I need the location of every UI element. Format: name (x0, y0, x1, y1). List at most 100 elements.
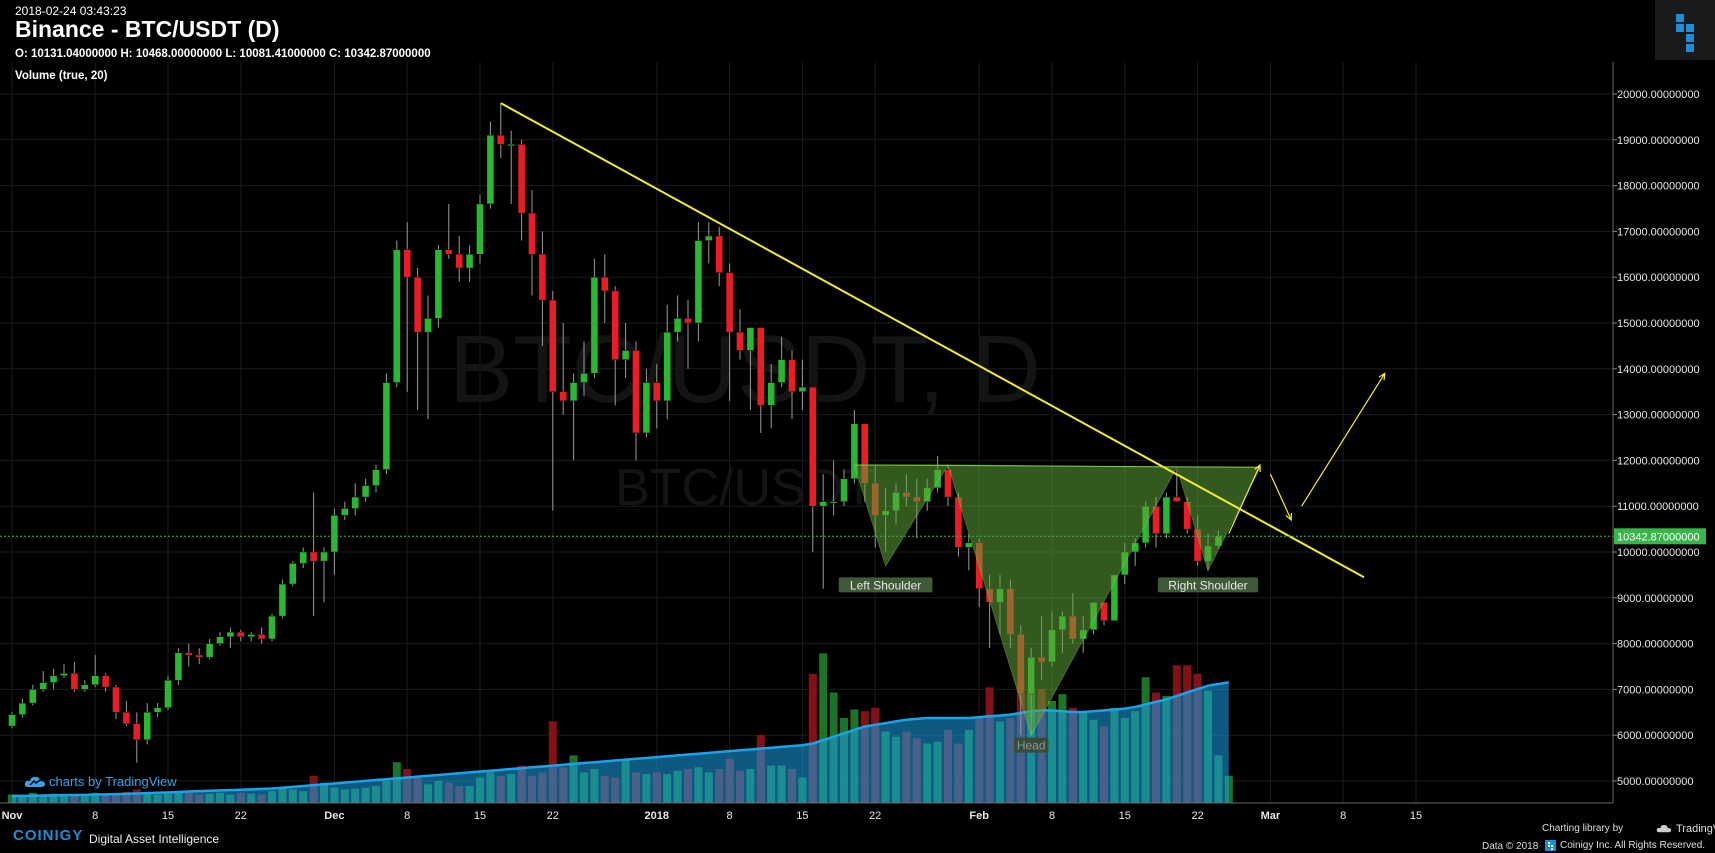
candle-body (91, 675, 99, 686)
app-logo[interactable] (1655, 0, 1715, 60)
pattern-label-bg (1157, 577, 1259, 593)
candle-body (809, 386, 817, 507)
time-tick-label: Nov (2, 810, 24, 822)
time-tick-label: 15 (474, 810, 486, 822)
candle-body (705, 235, 713, 241)
candle-body (8, 714, 16, 727)
candle-body (549, 299, 557, 392)
volume-bar (808, 673, 817, 803)
price-tick-label: 9000.00000000 (1617, 593, 1693, 605)
candle-body (538, 254, 547, 301)
candle-body (788, 359, 796, 392)
candle-body (632, 350, 640, 434)
candle-body (736, 331, 744, 351)
price-tick-label: 5000.00000000 (1617, 776, 1693, 788)
candle-body (226, 631, 235, 637)
candle-body (247, 634, 255, 637)
time-tick-label: 15 (162, 810, 174, 822)
pattern-label: Left Shoulder (850, 578, 921, 592)
symbol-watermark: BTC/USDT, D BTC/USDT (449, 316, 1041, 517)
candle-body (829, 501, 838, 504)
price-tick-label: 15000.00000000 (1617, 318, 1700, 330)
timestamp: 2018-02-24 03:43:23 (15, 4, 127, 18)
time-tick-label: 22 (869, 810, 881, 822)
tradingview-badge-label: charts by TradingView (49, 774, 177, 789)
price-tick-label: 18000.00000000 (1617, 181, 1700, 193)
candle-body (684, 318, 692, 324)
candle-body (1173, 496, 1181, 502)
candle-body (341, 508, 349, 516)
pattern-label-bg (1014, 737, 1049, 753)
time-tick-label: 8 (727, 810, 733, 822)
candle-body (174, 652, 183, 681)
candle-body (278, 583, 287, 617)
coinigy-mini-icon (1545, 840, 1557, 851)
candle-body (237, 631, 245, 637)
price-tick-label: 17000.00000000 (1617, 226, 1700, 238)
candle-body (840, 478, 848, 502)
candle-body (413, 276, 422, 333)
cloud-icon (24, 776, 45, 787)
candle-body (611, 290, 619, 360)
projection-arrow (1301, 373, 1386, 507)
candle-body (164, 679, 172, 708)
time-tick-label: 15 (796, 810, 808, 822)
time-axis: Nov 8 15 22 Dec 8 15 22 2018 8 15 22 Feb 8 15 22 Mar 8 15 (0, 802, 1613, 822)
price-tick-label: 13000.00000000 (1617, 410, 1700, 422)
tradingview-credit[interactable]: TradingView (1655, 823, 1715, 835)
chart-title: Binance - BTC/USDT (D) (15, 16, 280, 42)
time-tick-label: 8 (404, 810, 410, 822)
pattern-label: Right Shoulder (1168, 578, 1247, 592)
candle-body (320, 551, 328, 562)
candle-body (393, 249, 401, 383)
candle-body (195, 654, 203, 658)
candle-body (580, 373, 588, 383)
price-tick-label: 7000.00000000 (1617, 684, 1693, 696)
candle-body (601, 276, 609, 292)
time-tick-label: 2018 (645, 810, 669, 822)
price-tick-label: 16000.00000000 (1617, 272, 1700, 284)
candle-body (663, 331, 671, 402)
candle-body (1162, 496, 1171, 534)
price-tick-label: 20000.00000000 (1617, 89, 1700, 101)
price-tick-label: 11000.00000000 (1617, 501, 1699, 513)
projection-arrow-head (1378, 372, 1386, 381)
rights-notice: Coinigy Inc. All Rights Reserved. (1560, 840, 1706, 851)
candle-body (767, 382, 775, 406)
last-price-label: 10342.87000000 (1617, 531, 1700, 543)
candle-body (944, 469, 952, 498)
ohlc-readout: O: 10131.04000000 H: 10468.00000000 L: 1… (15, 48, 431, 60)
candle-body (372, 469, 380, 486)
candle-body (673, 318, 682, 333)
projection-arrow (1269, 473, 1292, 521)
candle-body (112, 686, 120, 713)
data-copyright: Data © 2018 (1482, 840, 1557, 852)
coinigy-brand[interactable]: COINIGY (13, 827, 84, 844)
candle-body (465, 254, 474, 269)
candle-body (819, 501, 827, 507)
candle-body (715, 235, 723, 273)
candle-body (559, 391, 567, 402)
price-tick-label: 8000.00000000 (1617, 639, 1693, 651)
projection-arrow-head (1254, 463, 1261, 472)
candle-body (101, 675, 110, 688)
volume-bar (819, 653, 828, 803)
time-tick-label: 15 (1119, 810, 1131, 822)
candle-body (133, 723, 141, 741)
tradingview-badge[interactable]: charts by TradingView (24, 774, 177, 789)
candle-body (29, 689, 37, 704)
time-tick-label: Dec (324, 810, 344, 822)
time-tick-label: 8 (1340, 810, 1346, 822)
time-tick-label: 8 (1049, 810, 1055, 822)
time-tick-label: Feb (969, 810, 989, 822)
candle-body (434, 249, 443, 319)
candle-body (257, 634, 266, 640)
price-tick-label: 6000.00000000 (1617, 730, 1693, 742)
candle-body (205, 643, 214, 658)
projection-arrow-head (1285, 512, 1292, 522)
time-tick-label: 22 (1191, 810, 1203, 822)
candle-body (486, 134, 495, 205)
candle-body (289, 563, 297, 585)
candle-body (268, 615, 276, 640)
